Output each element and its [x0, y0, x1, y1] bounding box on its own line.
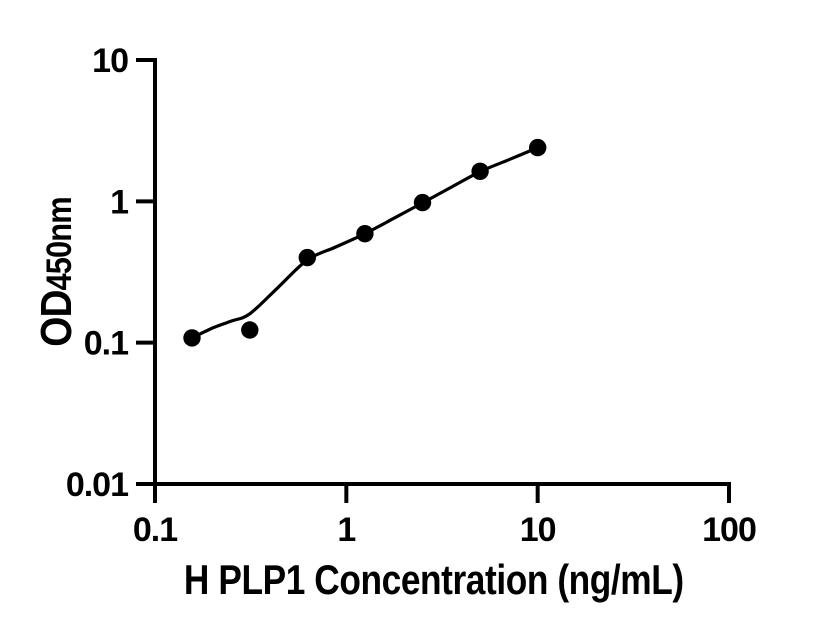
x-axis-tick-label: 100: [702, 511, 756, 549]
y-axis-title-sub: 450nm: [40, 197, 79, 291]
axis-frame: [153, 58, 731, 486]
x-axis-tick-label: 1: [337, 511, 355, 549]
y-axis-tick-label: 1: [110, 183, 128, 221]
y-axis-title: OD450nm: [32, 175, 82, 369]
data-point-marker: [298, 248, 316, 267]
y-axis-tick-label: 0.1: [84, 325, 128, 363]
x-axis-tick-label: 0.1: [133, 511, 177, 549]
y-axis-title-main: OD: [32, 290, 81, 347]
data-point-marker: [356, 225, 374, 243]
y-axis-tick-label: 0.01: [66, 466, 128, 504]
data-point-marker: [529, 138, 547, 157]
x-axis-tick-label: 10: [520, 511, 556, 549]
data-point-marker: [183, 329, 201, 347]
x-axis-title: H PLP1 Concentration (ng/mL): [183, 556, 684, 603]
data-point-marker: [241, 321, 259, 339]
y-axis-tick-label: 10: [92, 42, 128, 80]
data-point-marker: [413, 193, 432, 212]
data-point-marker: [471, 162, 489, 180]
